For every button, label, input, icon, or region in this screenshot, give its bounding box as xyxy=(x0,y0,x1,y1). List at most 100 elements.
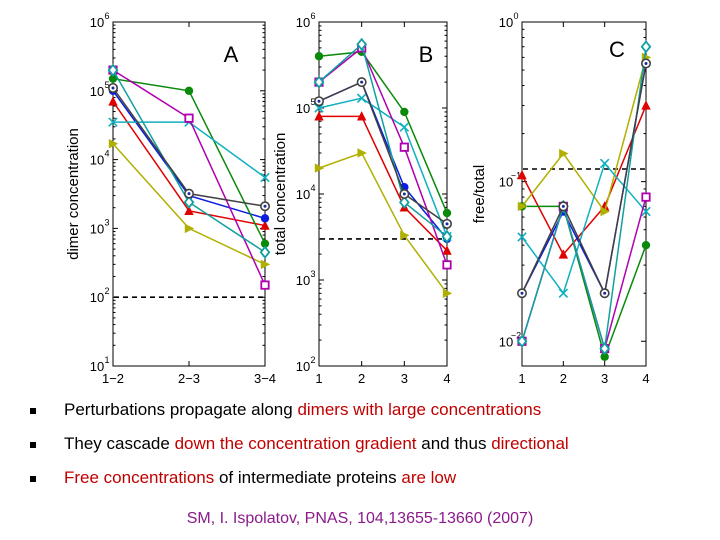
bullet-text-segment: and thus xyxy=(416,434,492,453)
series-line xyxy=(521,57,647,214)
circle-marker xyxy=(442,208,452,218)
y-axis-label: free/total xyxy=(471,165,488,223)
series-line xyxy=(112,87,266,207)
y-tick-label: 10 xyxy=(90,84,104,99)
series-line xyxy=(318,46,448,266)
x-marker xyxy=(517,232,527,242)
square-marker xyxy=(399,142,409,152)
open-circle-center-marker xyxy=(317,99,321,103)
x-marker xyxy=(558,288,569,298)
y-tick-label: 10 xyxy=(90,359,104,374)
open-circle-center-marker xyxy=(445,222,449,226)
x-tick-label: 3 xyxy=(601,371,608,386)
diamond-marker xyxy=(640,40,652,54)
diamond-marker xyxy=(107,63,119,77)
x-tick-label: 3 xyxy=(401,371,408,386)
x-marker xyxy=(399,122,410,132)
y-tick-label: 10 xyxy=(499,15,513,30)
open-circle-center-marker xyxy=(263,204,267,208)
x-tick-label: 3−4 xyxy=(254,371,276,386)
open-circle-center-marker xyxy=(603,291,607,295)
square-marker xyxy=(260,280,270,290)
series-4 xyxy=(314,93,452,242)
series-5 xyxy=(517,192,651,354)
circle-marker xyxy=(184,86,194,96)
bullet-highlight-segment: are low xyxy=(401,468,457,487)
series-0 xyxy=(517,100,651,259)
y-tick-label: 10 xyxy=(296,101,310,116)
x-marker xyxy=(356,93,367,103)
triangle-marker xyxy=(517,169,527,180)
bullet-item: Perturbations propagate along dimers wit… xyxy=(30,393,710,427)
y-tick-exponent: 2 xyxy=(104,286,109,296)
diamond-marker xyxy=(441,229,453,244)
panel-title: C xyxy=(609,37,625,62)
circle-marker xyxy=(260,214,270,223)
y-axis-label: total concentration xyxy=(272,133,289,256)
circle-marker xyxy=(641,240,651,250)
triangle-right-marker xyxy=(184,223,195,234)
diamond-marker xyxy=(259,245,271,259)
series-3 xyxy=(314,148,453,299)
y-tick-exponent: 5 xyxy=(104,80,109,90)
x-tick-label: 1 xyxy=(315,371,322,386)
bullet-highlight-segment: Free concentrations xyxy=(64,468,215,487)
series-line xyxy=(521,161,647,295)
y-tick-label: 10 xyxy=(90,290,104,305)
series-7 xyxy=(516,58,651,299)
series-3 xyxy=(517,52,652,217)
series-7 xyxy=(313,77,452,229)
series-line xyxy=(318,42,448,238)
diamond-marker xyxy=(183,195,195,209)
y-tick-exponent: 0 xyxy=(513,11,518,21)
y-tick-label: 10 xyxy=(90,153,104,168)
series-2 xyxy=(108,74,270,248)
bullet-text-segment: They cascade xyxy=(64,434,175,453)
y-tick-exponent: −2 xyxy=(511,330,521,340)
bullet-text-segment: Perturbations propagate along xyxy=(64,400,298,419)
diamond-marker xyxy=(313,75,325,89)
open-circle-center-marker xyxy=(520,291,524,295)
series-5 xyxy=(314,43,452,270)
triangle-right-marker xyxy=(357,148,367,158)
x-tick-label: 1 xyxy=(518,371,525,386)
bullet-square-icon xyxy=(30,476,36,482)
series-line xyxy=(318,81,448,225)
x-tick-label: 2 xyxy=(358,371,365,386)
open-circle-center-marker xyxy=(402,192,406,196)
y-tick-exponent: 2 xyxy=(310,355,315,365)
triangle-marker xyxy=(260,220,270,230)
y-tick-exponent: 4 xyxy=(104,149,109,159)
series-line xyxy=(521,46,647,349)
series-line xyxy=(318,97,448,237)
x-tick-label: 1−2 xyxy=(102,371,124,386)
diamond-marker xyxy=(356,37,368,51)
x-tick-label: 4 xyxy=(443,371,450,386)
series-6 xyxy=(107,63,271,259)
x-marker xyxy=(260,172,270,183)
bullet-square-icon xyxy=(30,408,36,414)
open-circle-center-marker xyxy=(187,192,191,196)
circle-marker xyxy=(260,239,270,248)
open-circle-center-marker xyxy=(644,61,648,65)
triangle-marker xyxy=(356,111,367,121)
triangle-right-marker xyxy=(400,230,410,241)
bullet-highlight-segment: directional xyxy=(491,434,569,453)
triangle-right-marker xyxy=(600,206,610,217)
bullet-highlight-segment: dimers with large concentrations xyxy=(297,400,542,419)
diamond-marker xyxy=(398,195,410,209)
series-line xyxy=(521,63,647,296)
y-tick-exponent: 5 xyxy=(310,97,315,107)
diamond-marker xyxy=(599,341,611,356)
triangle-marker xyxy=(184,205,194,216)
series-6 xyxy=(516,40,652,356)
open-circle-center-marker xyxy=(360,80,364,84)
plot-frame xyxy=(521,21,647,367)
bullet-item: Free concentrations of intermediate prot… xyxy=(30,461,710,495)
circle-marker xyxy=(314,52,324,61)
series-4 xyxy=(517,158,651,298)
triangle-marker xyxy=(641,100,651,110)
